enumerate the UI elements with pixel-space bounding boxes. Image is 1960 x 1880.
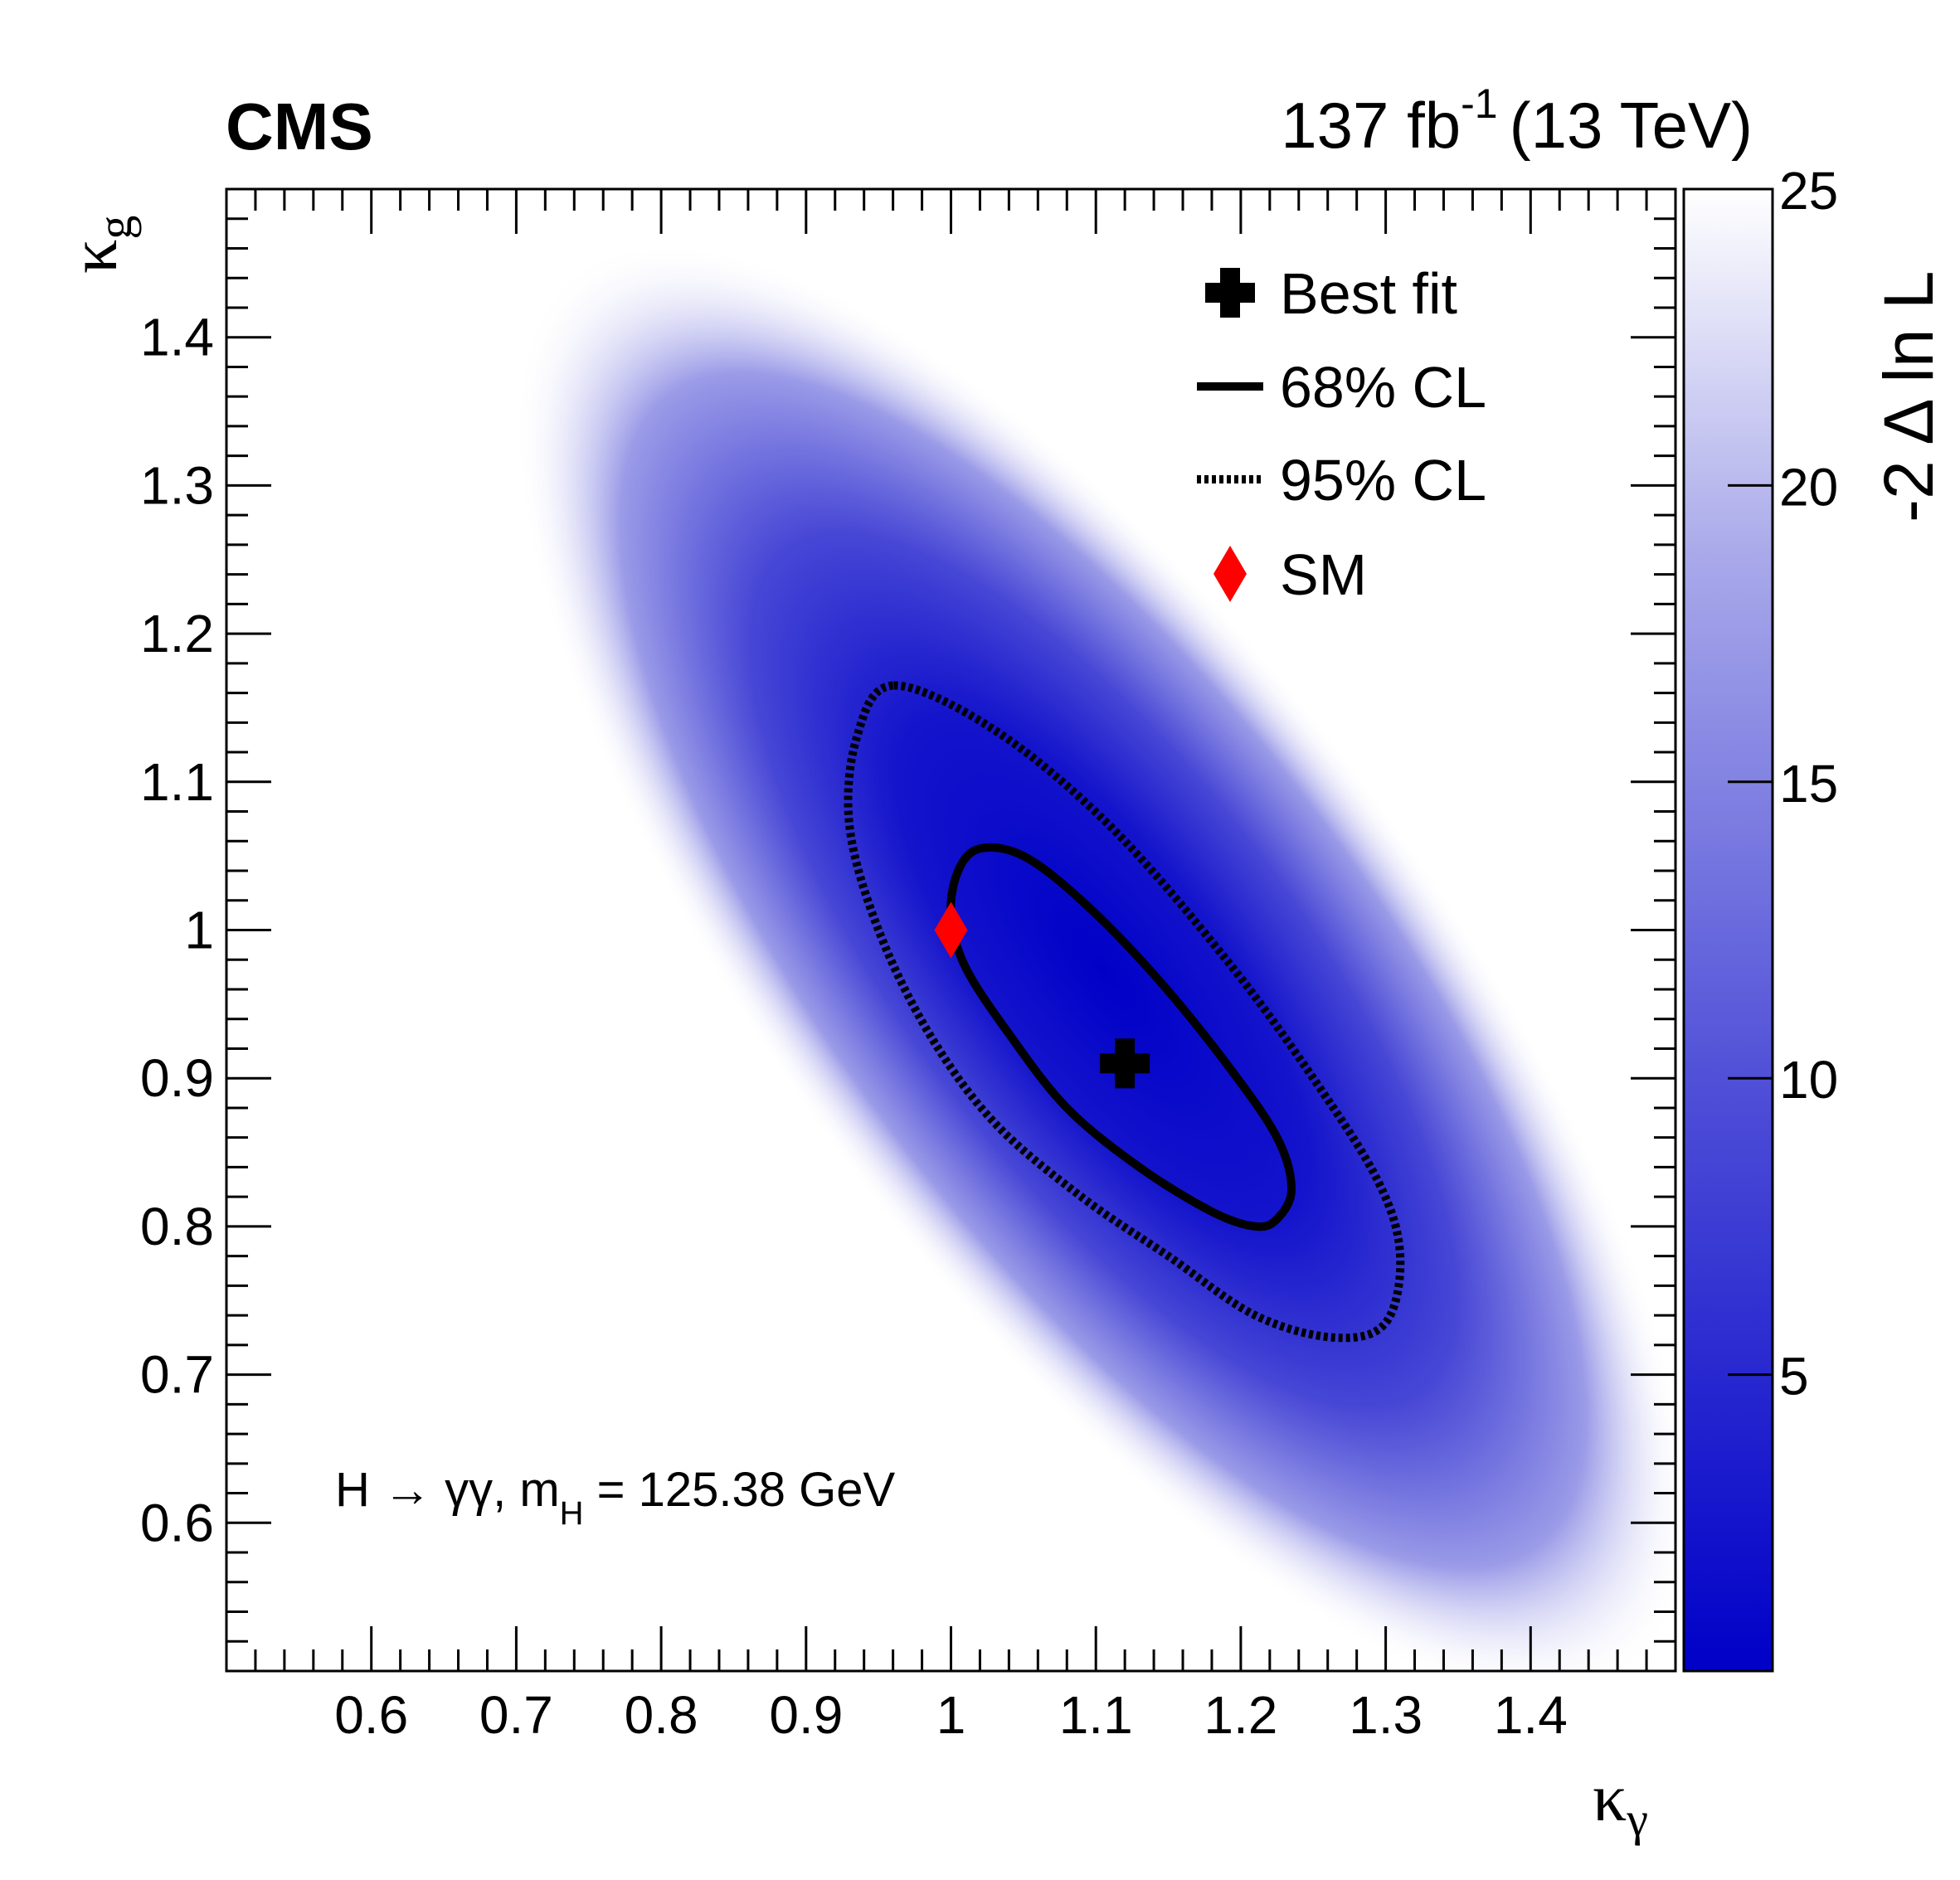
lumi-value: 137 fb <box>1281 89 1461 162</box>
axis-ticks <box>225 187 1677 1673</box>
z-tick-label: 20 <box>1779 457 1838 517</box>
lumi-exponent: -1 <box>1461 80 1497 127</box>
legend: Best fit 68% CL 95% CL SM <box>1197 261 1486 607</box>
x-tick-label: 1 <box>936 1685 966 1745</box>
x-tick-label: 0.8 <box>625 1685 698 1745</box>
energy-label: (13 TeV) <box>1510 89 1753 162</box>
legend-sm-label: SM <box>1280 542 1367 607</box>
heatmap-likelihood-surface <box>514 241 1675 1671</box>
legend-best-fit-label: Best fit <box>1280 261 1457 326</box>
y-tick-label: 0.6 <box>140 1493 214 1552</box>
contour-68-cl <box>946 843 1296 1231</box>
contour-95-cl <box>844 681 1405 1343</box>
annotation-suffix: = 125.38 GeV <box>584 1463 896 1517</box>
y-tick-label: 0.8 <box>140 1197 214 1256</box>
color-scale-ticks: 5 10 15 20 25 <box>1728 161 1838 1406</box>
x-tick-label: 0.9 <box>769 1685 843 1745</box>
y-axis-subscript: g <box>88 216 142 240</box>
x-axis-kappa: κ <box>1593 1760 1627 1835</box>
annotation-prefix: H → γγ, m <box>335 1463 560 1517</box>
z-tick-label: 25 <box>1779 161 1838 221</box>
annotation-subscript: H <box>560 1495 584 1532</box>
y-tick-label: 0.7 <box>140 1345 214 1405</box>
color-scale-bar <box>1682 187 1774 1673</box>
y-tick-label: 0.9 <box>140 1048 214 1108</box>
y-tick-label: 1.4 <box>140 308 214 367</box>
x-tick-label: 0.6 <box>334 1685 408 1745</box>
x-tick-label: 1.4 <box>1494 1685 1568 1745</box>
y-axis-title: κg <box>56 216 142 274</box>
x-tick-label: 0.7 <box>479 1685 553 1745</box>
legend-sm-icon <box>1213 546 1247 602</box>
y-tick-label: 1.2 <box>140 604 214 663</box>
experiment-label: CMS <box>226 90 373 163</box>
color-scale-title: -2 Δ ln L <box>1870 270 1948 522</box>
legend-68-label: 68% CL <box>1280 355 1486 420</box>
process-annotation: H → γγ, mH = 125.38 GeV <box>335 1463 896 1532</box>
legend-95-label: 95% CL <box>1280 448 1486 513</box>
sm-marker <box>934 901 968 959</box>
heatmap-layer <box>514 241 1675 1671</box>
x-tick-label: 1.2 <box>1204 1685 1277 1745</box>
legend-best-fit-icon <box>1205 268 1255 318</box>
z-tick-label: 10 <box>1779 1050 1838 1110</box>
x-tick-label: 1.3 <box>1349 1685 1423 1745</box>
y-tick-label: 1 <box>184 901 214 960</box>
z-tick-label: 15 <box>1779 754 1838 814</box>
luminosity-label: 137 fb-1 (13 TeV) <box>1281 80 1753 162</box>
axis-tick-labels: 0.6 0.7 0.8 0.9 1 1.1 1.2 1.3 1.4 0.6 0.7 0.8 0.9 1 1.… <box>140 308 1568 1745</box>
z-tick-label: 5 <box>1779 1347 1809 1406</box>
x-tick-label: 1.1 <box>1059 1685 1133 1745</box>
x-axis-subscript: γ <box>1626 1792 1648 1846</box>
x-axis-title: κγ <box>1593 1760 1648 1846</box>
y-tick-label: 1.1 <box>140 752 214 812</box>
y-tick-label: 1.3 <box>140 455 214 515</box>
y-axis-kappa: κ <box>56 240 131 274</box>
best-fit-marker <box>1100 1038 1150 1089</box>
